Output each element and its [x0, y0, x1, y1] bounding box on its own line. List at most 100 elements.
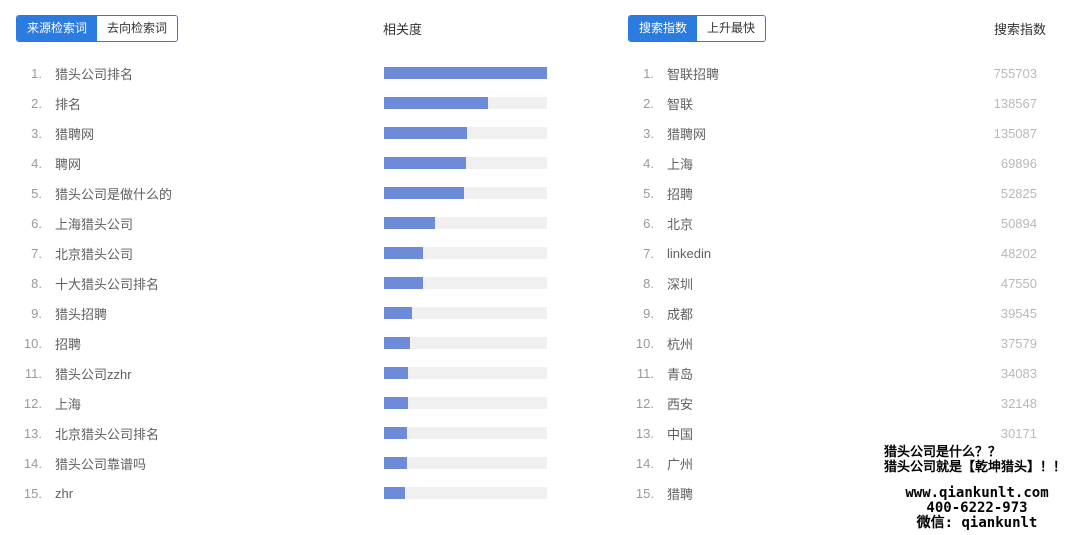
relevance-bar-track	[384, 217, 547, 229]
relevance-bar-track	[384, 157, 547, 169]
rank-number: 2.	[643, 95, 654, 111]
keyword-link[interactable]: 杭州	[667, 336, 694, 352]
keyword-link[interactable]: 北京猎头公司	[55, 246, 134, 262]
search-index-value: 34083	[1000, 365, 1037, 381]
search-index-column-header: 搜索指数	[993, 22, 1046, 37]
source-keywords-list: 1. 猎头公司排名 2. 排名 3. 猎聘网	[16, 58, 547, 508]
keyword-link[interactable]: 猎头公司是做什么的	[55, 186, 173, 202]
keyword-link[interactable]: 上海猎头公司	[55, 216, 134, 232]
relevance-bar	[384, 97, 489, 109]
watermark-overlay: 猎头公司是什么？？ 猎头公司就是【乾坤猎头】！！ www.qiankunlt.c…	[884, 445, 1069, 531]
relevance-bar	[384, 217, 435, 229]
relevance-bar-track	[384, 67, 547, 79]
relevance-bar	[384, 247, 424, 259]
rank-number: 13.	[635, 425, 654, 441]
rank-number: 8.	[31, 275, 42, 291]
rank-number: 6.	[31, 215, 42, 231]
keyword-link[interactable]: 中国	[667, 426, 694, 442]
search-index-value: 50894	[1000, 215, 1037, 231]
keyword-link[interactable]: 猎聘	[667, 486, 694, 502]
right-panel-header: 搜索指数 上升最快 搜索指数	[628, 15, 1046, 42]
tab-source-keywords[interactable]: 来源检索词	[17, 16, 98, 41]
keyword-row: 8. 深圳 47550	[628, 268, 1046, 298]
keyword-link[interactable]: 排名	[55, 96, 82, 112]
keyword-link[interactable]: 招聘	[667, 186, 694, 202]
keyword-row: 9. 猎头招聘	[16, 298, 547, 328]
keyword-link[interactable]: 聘网	[55, 156, 82, 172]
search-index-value: 52825	[1000, 185, 1037, 201]
rank-number: 13.	[23, 425, 42, 441]
keyword-link[interactable]: 智联招聘	[667, 66, 720, 82]
rank-number: 3.	[31, 125, 42, 141]
keyword-link[interactable]: 猎头招聘	[55, 306, 108, 322]
keyword-link[interactable]: 深圳	[667, 276, 694, 292]
keyword-link[interactable]: 西安	[667, 396, 694, 412]
relevance-bar	[384, 427, 407, 439]
keyword-link[interactable]: 北京猎头公司排名	[55, 426, 160, 442]
keyword-row: 7. linkedin 48202	[628, 238, 1046, 268]
rank-number: 1.	[643, 65, 654, 81]
rank-number: 12.	[635, 395, 654, 411]
keyword-row: 14. 猎头公司靠谱吗	[16, 448, 547, 478]
search-index-value: 37579	[1000, 335, 1037, 351]
watermark-wechat: 微信: qiankunlt	[916, 515, 1038, 531]
keyword-row: 5. 猎头公司是做什么的	[16, 178, 547, 208]
relevance-bar	[384, 307, 412, 319]
keyword-row: 8. 十大猎头公司排名	[16, 268, 547, 298]
relevance-bar	[384, 397, 409, 409]
keyword-link[interactable]: 十大猎头公司排名	[55, 276, 160, 292]
keyword-row: 12. 上海	[16, 388, 547, 418]
keyword-row: 2. 智联 138567	[628, 88, 1046, 118]
relevance-column-header: 相关度	[383, 22, 423, 37]
keyword-link[interactable]: 广州	[667, 456, 694, 472]
search-index-value: 47550	[1000, 275, 1037, 291]
keyword-link[interactable]: 猎聘网	[667, 126, 707, 142]
tab-search-index[interactable]: 搜索指数	[629, 16, 698, 41]
rank-number: 5.	[643, 185, 654, 201]
rank-number: 14.	[635, 455, 654, 471]
watermark-line: 猎头公司就是【乾坤猎头】！！	[884, 460, 1067, 475]
rank-number: 11.	[636, 365, 654, 381]
keyword-link[interactable]: 猎头公司排名	[55, 66, 134, 82]
relevance-bar	[384, 367, 409, 379]
left-tab-group: 来源检索词 去向检索词	[16, 15, 179, 42]
keyword-row: 14. 广州	[628, 448, 1046, 478]
keyword-link[interactable]: 成都	[667, 306, 694, 322]
keyword-row: 5. 招聘 52825	[628, 178, 1046, 208]
keyword-link[interactable]: 北京	[667, 216, 694, 232]
tab-fastest-rising[interactable]: 上升最快	[697, 16, 766, 41]
relevance-bar	[384, 67, 547, 79]
rank-number: 2.	[31, 95, 42, 111]
tab-destination-keywords[interactable]: 去向检索词	[97, 16, 178, 41]
rank-number: 5.	[31, 185, 42, 201]
keyword-link[interactable]: 上海	[55, 396, 82, 412]
keyword-link[interactable]: zhr	[55, 485, 74, 501]
keyword-row: 9. 成都 39545	[628, 298, 1046, 328]
rank-number: 1.	[31, 65, 42, 81]
keyword-row: 10. 杭州 37579	[628, 328, 1046, 358]
rank-number: 9.	[643, 305, 654, 321]
keyword-link[interactable]: 招聘	[55, 336, 82, 352]
search-index-value: 39545	[1000, 305, 1037, 321]
keyword-link[interactable]: 猎头公司靠谱吗	[55, 456, 147, 472]
keyword-row: 6. 上海猎头公司	[16, 208, 547, 238]
rank-number: 3.	[643, 125, 654, 141]
keyword-link[interactable]: 猎头公司zzhr	[55, 366, 132, 382]
relevance-bar-track	[384, 307, 547, 319]
keyword-row: 6. 北京 50894	[628, 208, 1046, 238]
keyword-row: 1. 猎头公司排名	[16, 58, 547, 88]
relevance-bar-track	[384, 277, 547, 289]
keyword-link[interactable]: linkedin	[667, 245, 712, 261]
relevance-bar	[384, 457, 407, 469]
keyword-link[interactable]: 智联	[667, 96, 694, 112]
keyword-link[interactable]: 青岛	[667, 366, 694, 382]
keyword-link[interactable]: 猎聘网	[55, 126, 95, 142]
keyword-link[interactable]: 上海	[667, 156, 694, 172]
search-index-value: 138567	[993, 95, 1037, 111]
keyword-row: 11. 猎头公司zzhr	[16, 358, 547, 388]
keyword-row: 3. 猎聘网	[16, 118, 547, 148]
rank-number: 9.	[31, 305, 42, 321]
search-index-panel: 搜索指数 上升最快 搜索指数 1. 智联招聘 755703 2. 智联 1385…	[628, 15, 1046, 508]
keyword-row: 13. 北京猎头公司排名	[16, 418, 547, 448]
relevance-bar-track	[384, 397, 547, 409]
